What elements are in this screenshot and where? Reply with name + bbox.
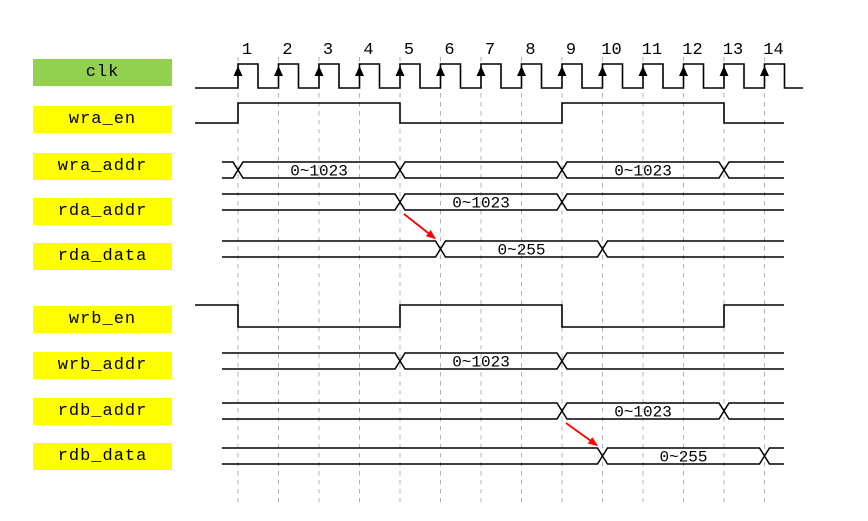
signal-label-wrb_en: wrb_en <box>33 306 172 333</box>
cycle-number: 2 <box>282 41 292 60</box>
clock-edge-arrow <box>274 66 283 76</box>
signal-label-rda_data: rda_data <box>33 243 172 270</box>
signal-label-rdb_data: rdb_data <box>33 443 172 470</box>
bus-value-label: 0~1023 <box>452 354 510 372</box>
cycle-number: 11 <box>642 41 662 60</box>
signal-waveform-rda_addr: 0~1023 <box>222 193 784 213</box>
signal-label-wra_addr: wra_addr <box>33 153 172 180</box>
bus-value-label: 0~1023 <box>614 404 672 422</box>
clock-edge-arrow <box>598 66 607 76</box>
bus-value-label: 0~255 <box>497 242 545 260</box>
cycle-number: 9 <box>566 41 576 60</box>
clock-edge-arrow <box>638 66 648 76</box>
signal-waveform-wra_en <box>195 102 784 124</box>
bus-value-label: 0~255 <box>659 449 707 467</box>
cycle-number: 7 <box>485 41 495 60</box>
cycle-number: 14 <box>763 41 783 60</box>
clock-edge-arrow <box>395 66 405 76</box>
bus-value-label: 0~1023 <box>290 163 348 181</box>
signal-waveform-wra_addr: 0~1023 0~1023 <box>222 161 784 181</box>
cycle-number: 12 <box>682 41 702 60</box>
signal-waveform-wrb_addr: 0~1023 <box>222 352 784 372</box>
bus-value-label: 0~1023 <box>452 195 510 213</box>
cycle-number: 4 <box>363 41 373 60</box>
clock-edge-arrow <box>355 66 364 76</box>
clock-edge-arrow <box>679 66 688 76</box>
clock-edge-arrow <box>233 66 243 76</box>
signal-label-clk: clk <box>33 59 172 86</box>
clock-edge-arrow <box>760 66 769 76</box>
signal-waveform-rdb_addr: 0~1023 <box>222 402 784 422</box>
clock-edge-arrow <box>436 66 445 76</box>
cycle-number: 1 <box>242 41 252 60</box>
causality-arrow <box>403 213 437 240</box>
clock-waveform <box>195 63 803 89</box>
signal-label-wra_en: wra_en <box>33 106 172 133</box>
cycle-number: 6 <box>444 41 454 60</box>
signal-label-wrb_addr: wrb_addr <box>33 352 172 379</box>
signal-waveform-wrb_en <box>195 304 784 328</box>
cycle-number: 5 <box>404 41 414 60</box>
cycle-number: 13 <box>723 41 743 60</box>
clock-edge-arrow <box>719 66 729 76</box>
causality-arrow <box>565 422 599 447</box>
clock-edge-arrow <box>517 66 526 76</box>
cycle-number: 8 <box>525 41 535 60</box>
signal-label-rda_addr: rda_addr <box>33 198 172 225</box>
clock-edge-arrow <box>314 66 324 76</box>
clock-edge-arrow <box>476 66 486 76</box>
cycle-number: 10 <box>601 41 621 60</box>
cycle-number: 3 <box>323 41 333 60</box>
bus-value-label: 0~1023 <box>614 163 672 181</box>
signal-waveform-rdb_data: 0~255 <box>222 447 784 467</box>
signal-waveform-rda_data: 0~255 <box>222 240 784 260</box>
clock-edge-arrow <box>557 66 567 76</box>
signal-label-rdb_addr: rdb_addr <box>33 398 172 425</box>
